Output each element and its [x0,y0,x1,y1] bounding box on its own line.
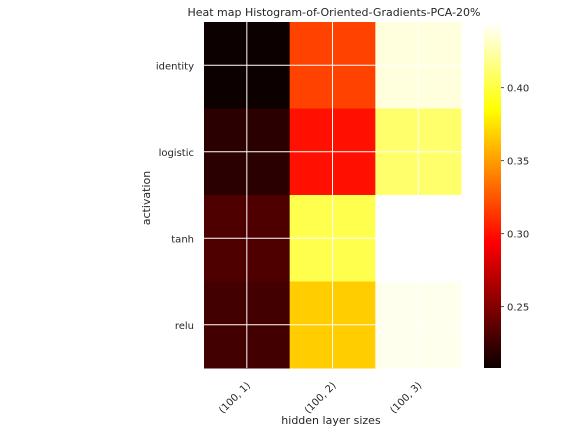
colorbar-tick-label: 0.40 [507,84,529,95]
y-tick-label: identity [156,61,194,72]
x-tick-labels: (100, 1) (100, 2) (100, 3) [217,380,424,416]
y-tick-label: logistic [159,148,194,159]
colorbar-tick-label: 0.30 [507,230,529,241]
chart-title: Heat map Histogram-of-Oriented-Gradients… [187,6,480,19]
x-tick-label: (100, 3) [389,380,425,416]
y-tick-label: relu [175,321,194,332]
colorbar-ticks: 0.25 0.30 0.35 0.40 [501,84,529,314]
grid-lines [204,22,461,368]
colorbar [484,22,501,368]
colorbar-tick-label: 0.25 [507,303,529,314]
y-tick-labels: identity logistic tanh relu [156,61,194,332]
colorbar-tick-label: 0.35 [507,157,529,168]
x-tick-label: (100, 2) [303,380,339,416]
x-tick-label: (100, 1) [217,380,253,416]
y-axis-label: activation [140,171,153,226]
x-axis-label: hidden layer sizes [281,414,381,427]
y-tick-label: tanh [171,234,194,245]
